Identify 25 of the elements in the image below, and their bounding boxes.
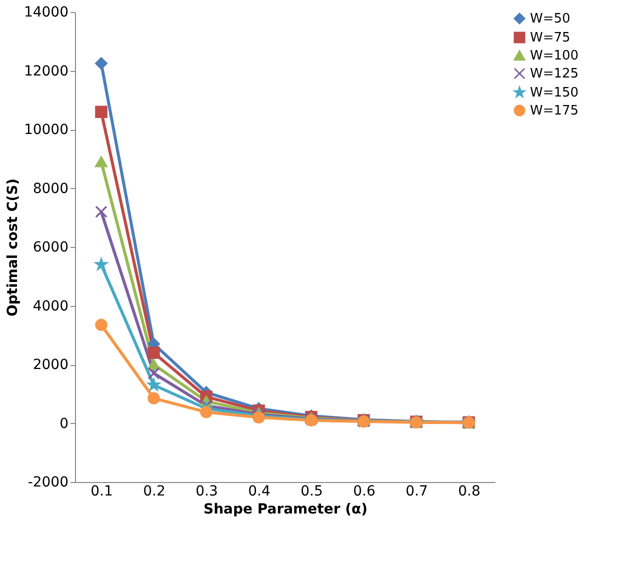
x-tick-label: 0.8 [458, 484, 480, 500]
legend-label: W=100 [530, 48, 579, 64]
x-axis-title: Shape Parameter (α) [203, 502, 368, 518]
legend-label: W=175 [530, 104, 579, 118]
legend-label: W=50 [530, 12, 570, 26]
y-tick-label: 12000 [24, 63, 68, 80]
y-tick-label: 0 [60, 416, 68, 432]
x-tick-label: 0.4 [248, 484, 270, 500]
x-tick-label: 0.3 [196, 484, 218, 500]
y-tick-label: 4000 [32, 298, 68, 314]
x-tick-label: 0.5 [300, 484, 323, 500]
y-tick-label: 2000 [32, 357, 68, 373]
y-axis-title: Optimal cost C(S) [4, 178, 21, 317]
y-tick-label: 6000 [32, 240, 68, 256]
legend-label: W=75 [530, 30, 570, 46]
x-tick-label: 0.2 [143, 484, 166, 500]
y-tick-label: 14000 [24, 4, 68, 20]
y-tick-label: 10000 [24, 122, 68, 138]
x-tick-label: 0.1 [90, 484, 113, 500]
x-tick-label: 0.7 [406, 484, 428, 500]
y-tick-label: -2000 [28, 474, 68, 490]
x-tick-label: 0.6 [353, 484, 376, 500]
y-tick-label: 8000 [32, 180, 68, 197]
legend-label: W=125 [530, 66, 579, 82]
legend-label: W=150 [530, 86, 579, 100]
